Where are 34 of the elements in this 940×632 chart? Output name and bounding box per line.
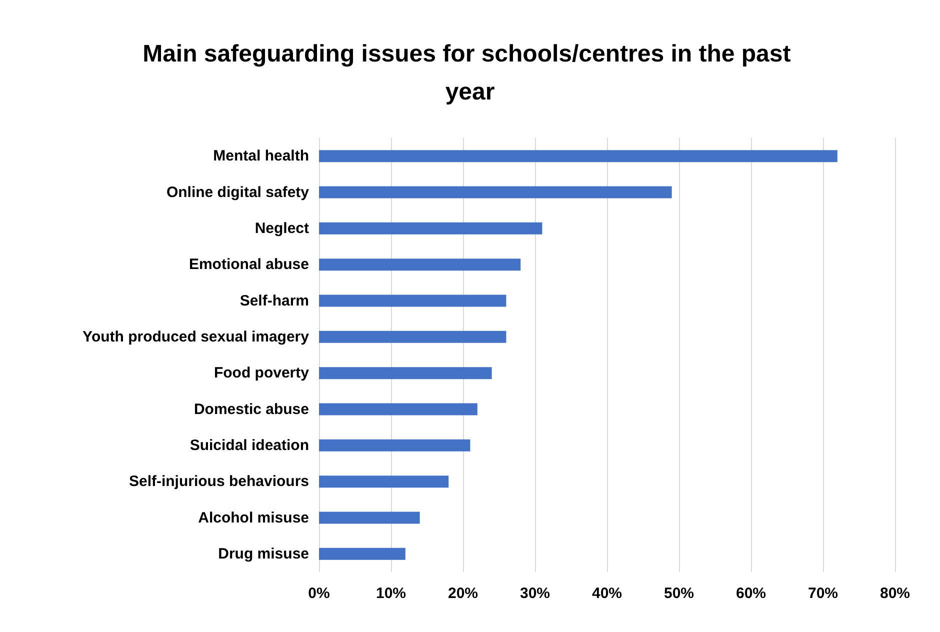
bar [319,258,521,271]
x-tick-label: 70% [808,585,838,602]
y-tick-label: Self-harm [240,292,309,310]
x-tick-label: 20% [448,585,478,602]
x-tick-label: 80% [880,585,910,602]
y-tick-label: Neglect [254,220,309,237]
x-tick-label: 10% [376,585,406,602]
y-tick-label: Domestic abuse [194,400,309,418]
x-tick-label: 50% [664,585,694,602]
x-tick-label: 0% [308,585,330,602]
bar [319,403,478,416]
x-tick-label: 30% [520,585,550,602]
y-tick-label: Self-injurious behaviours [128,473,309,490]
bar [319,222,542,234]
y-tick-label: Emotional abuse [188,256,309,274]
y-tick-label: Youth produced sexual imagery [82,328,310,346]
bar [319,294,506,307]
y-tick-label: Suicidal ideation [190,436,309,454]
bar [319,548,406,560]
y-tick-label: Alcohol misuse [198,509,309,526]
y-tick-label: Online digital safety [166,184,310,201]
bar [319,512,420,524]
bar [319,439,470,452]
y-tick-label: Mental health [213,148,309,165]
x-tick-label: 40% [592,585,622,602]
bar [319,150,838,162]
bar [319,330,506,343]
y-tick-label: Food poverty [214,364,310,382]
bar [319,367,492,380]
y-tick-label: Drug misuse [218,545,309,562]
x-tick-label: 60% [736,585,766,602]
bar [319,476,449,488]
bar [319,186,672,198]
chart-title: Main safeguarding issues for schools/centres in the past year [142,40,798,106]
